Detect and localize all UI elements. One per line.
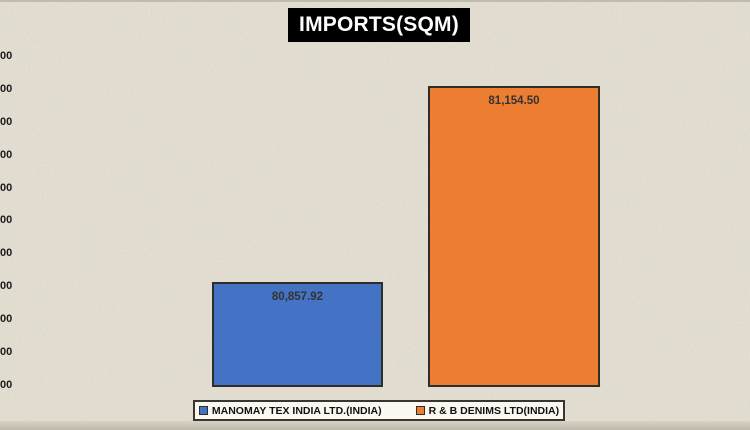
legend-label: MANOMAY TEX INDIA LTD.(INDIA) bbox=[211, 404, 382, 417]
y-tick-label: 00 bbox=[0, 313, 13, 325]
y-tick-label: 00 bbox=[0, 83, 13, 95]
bottom-edge-shade bbox=[0, 421, 750, 430]
bar-manomay-tex-india[interactable]: 80,857.92 bbox=[212, 282, 383, 387]
y-tick-label: 00 bbox=[0, 247, 13, 259]
y-tick-label: 00 bbox=[0, 50, 13, 62]
chart-title[interactable]: IMPORTS(SQM) bbox=[288, 8, 470, 42]
legend-item-rb-denims[interactable]: R & B DENIMS LTD(INDIA) bbox=[415, 404, 560, 417]
top-edge-shade bbox=[0, 0, 750, 2]
bar-r-and-b-denims[interactable]: 81,154.50 bbox=[428, 86, 600, 387]
y-tick-label: 00 bbox=[0, 346, 13, 358]
y-tick-label: 00 bbox=[0, 182, 13, 194]
y-tick-label: 00 bbox=[0, 280, 13, 292]
legend-swatch-orange-icon bbox=[415, 406, 425, 415]
y-tick-label: 00 bbox=[0, 116, 13, 128]
bar-value-label: 80,857.92 bbox=[271, 291, 324, 303]
y-tick-label: 00 bbox=[0, 379, 13, 391]
bar-value-label: 81,154.50 bbox=[488, 95, 540, 107]
legend-swatch-blue-icon bbox=[198, 406, 208, 415]
y-tick-label: 00 bbox=[0, 214, 13, 226]
legend-label: R & B DENIMS LTD(INDIA) bbox=[428, 404, 560, 417]
legend-item-manomay[interactable]: MANOMAY TEX INDIA LTD.(INDIA) bbox=[198, 404, 382, 417]
legend[interactable]: MANOMAY TEX INDIA LTD.(INDIA) R & B DENI… bbox=[193, 400, 565, 421]
y-tick-label: 00 bbox=[0, 149, 13, 161]
